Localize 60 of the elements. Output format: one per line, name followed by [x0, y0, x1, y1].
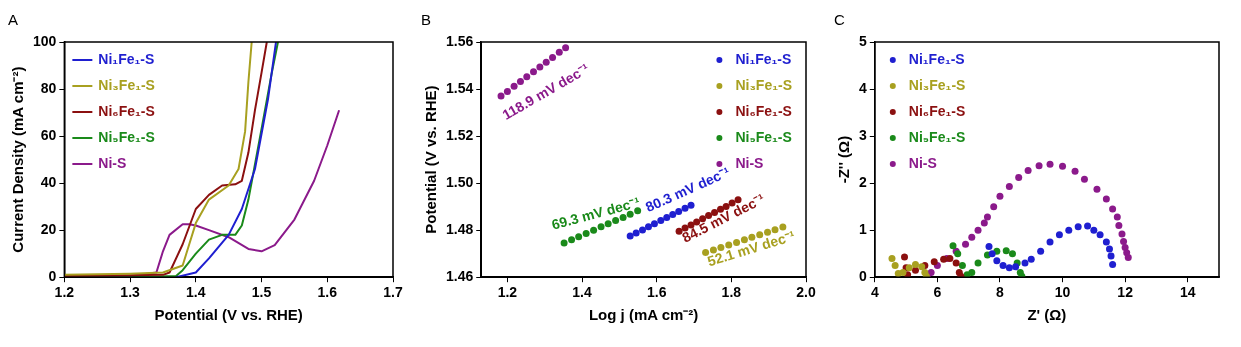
y-tick-label: 2 — [858, 173, 867, 190]
legend-label: Ni₃Fe₁-S — [98, 76, 155, 93]
chart-title: A — [8, 11, 19, 29]
x-tick-label: 1.8 — [721, 284, 742, 301]
legend-label: Ni₉Fe₁-S — [735, 128, 792, 145]
chart-title: C — [834, 11, 845, 29]
legend-label: Ni₆Fe₁-S — [908, 102, 966, 119]
y-tick-label: 4 — [858, 79, 867, 96]
x-tick-label: 4 — [870, 284, 879, 301]
x-tick-label: 12 — [1117, 284, 1134, 301]
x-tick-label: 6 — [933, 284, 942, 301]
y-tick-label: 0 — [48, 268, 57, 285]
x-axis-title: Z' (Ω) — [1027, 306, 1067, 324]
legend-label: Ni₁Fe₁-S — [98, 50, 155, 67]
y-tick-label: 1.50 — [446, 173, 474, 190]
x-tick-label: 1.2 — [497, 284, 518, 301]
y-tick-label: 1.52 — [446, 126, 474, 143]
y-tick-label: 1.56 — [446, 32, 474, 49]
legend-label: Ni-S — [908, 154, 937, 171]
x-axis-title: Potential (V vs. RHE) — [154, 306, 303, 324]
annotation: 69.3 mV dec⁻¹ — [549, 193, 642, 233]
legend-label: Ni₁Fe₁-S — [735, 50, 792, 67]
x-tick-label: 1.6 — [317, 284, 338, 301]
legend-label: Ni₆Fe₁-S — [98, 102, 155, 119]
y-axis-title: Current Density (mA cm⁻²) — [9, 66, 27, 253]
y-axis-title: -Z'' (Ω) — [835, 135, 853, 184]
legend-label: Ni-S — [735, 154, 764, 171]
legend-label: Ni₃Fe₁-S — [735, 76, 793, 93]
y-tick-label: 0 — [858, 268, 867, 285]
y-tick-label: 1.46 — [446, 268, 474, 285]
y-tick-label: 1.48 — [446, 221, 474, 238]
y-tick-label: 1 — [858, 221, 867, 238]
y-tick-label: 40 — [40, 173, 57, 190]
chart-title: B — [421, 11, 432, 29]
y-tick-label: 5 — [858, 32, 867, 49]
legend-label: Ni₉Fe₁-S — [98, 128, 155, 145]
legend-label: Ni₁Fe₁-S — [908, 50, 965, 67]
y-axis-title: Potential (V vs. RHE) — [422, 85, 440, 234]
x-tick-label: 1.2 — [54, 284, 75, 301]
x-tick-label: 14 — [1179, 284, 1196, 301]
x-tick-label: 1.4 — [186, 284, 206, 301]
x-tick-label: 1.4 — [572, 284, 592, 301]
legend-label: Ni₉Fe₁-S — [908, 128, 966, 145]
x-tick-label: 2.0 — [796, 284, 816, 301]
x-tick-label: 1.6 — [646, 284, 667, 301]
x-tick-label: 1.3 — [120, 284, 141, 301]
x-tick-label: 1.7 — [383, 284, 403, 301]
legend-label: Ni-S — [98, 154, 127, 171]
y-tick-label: 20 — [40, 221, 57, 238]
y-tick-label: 60 — [40, 126, 57, 143]
y-tick-label: 3 — [858, 126, 867, 143]
legend-label: Ni₆Fe₁-S — [735, 102, 792, 119]
y-tick-label: 80 — [40, 79, 57, 96]
x-tick-label: 1.5 — [251, 284, 272, 301]
legend-label: Ni₃Fe₁-S — [908, 76, 966, 93]
y-tick-label: 1.54 — [446, 79, 474, 96]
y-tick-label: 100 — [33, 32, 57, 49]
x-tick-label: 10 — [1054, 284, 1071, 301]
x-tick-label: 8 — [996, 284, 1005, 301]
x-axis-title: Log j (mA cm⁻²) — [588, 306, 699, 324]
